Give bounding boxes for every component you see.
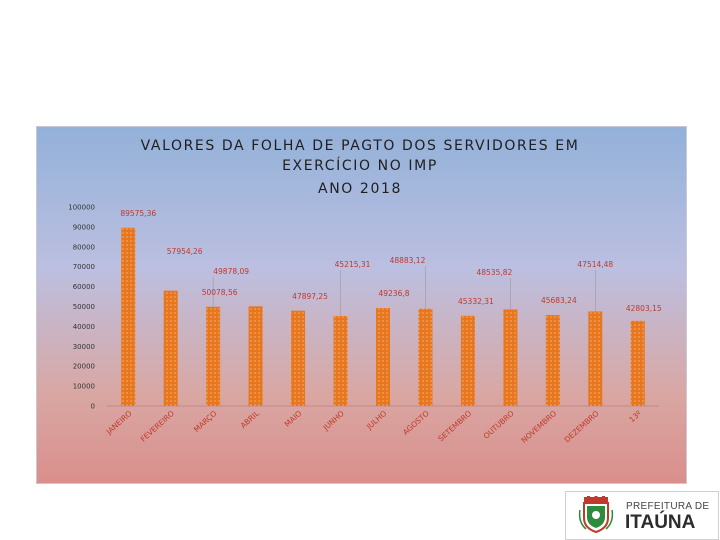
category-label: JULHO xyxy=(364,409,388,432)
chart-title: VALORES DA FOLHA DE PAGTO DOS SERVIDORES… xyxy=(141,138,580,197)
logo-text-prefeitura: PREFEITURA DE xyxy=(626,501,710,512)
logo-text-itauna: ITAÚNA xyxy=(625,512,696,533)
bar-series xyxy=(121,227,645,406)
category-label: ABRIL xyxy=(239,408,262,430)
bar xyxy=(545,315,560,406)
bar xyxy=(163,290,178,406)
chart-title-line-1: VALORES DA FOLHA DE PAGTO DOS SERVIDORES… xyxy=(141,138,580,154)
bar xyxy=(503,309,518,406)
y-tick-label: 40000 xyxy=(73,323,95,331)
bar xyxy=(418,308,433,406)
bar xyxy=(291,310,306,406)
category-label: MAIO xyxy=(283,409,304,429)
bar xyxy=(121,227,136,406)
data-label: 50078,56 xyxy=(202,288,238,297)
y-tick-label: 80000 xyxy=(73,243,95,251)
prefeitura-logo: PREFEITURA DE ITAÚNA xyxy=(565,491,719,540)
label-leader-lines xyxy=(212,266,596,317)
y-tick-label: 10000 xyxy=(73,383,95,391)
category-label: MARÇO xyxy=(192,409,219,434)
bar xyxy=(630,320,645,406)
y-tick-label: 50000 xyxy=(73,303,95,311)
category-label: AGOSTO xyxy=(401,409,431,437)
data-label: 49236,8 xyxy=(378,289,409,298)
y-axis: 0 10000 20000 30000 40000 50000 60000 70000 8000… xyxy=(68,204,659,411)
category-label: SETEMBRO xyxy=(436,409,473,444)
data-label: 42803,15 xyxy=(626,304,662,313)
y-tick-label: 0 xyxy=(91,403,95,411)
city-crest-icon xyxy=(578,496,614,534)
data-label: 45683,24 xyxy=(541,296,577,305)
data-label: 49878,09 xyxy=(213,267,249,276)
category-label: OUTUBRO xyxy=(482,409,516,441)
y-tick-label: 70000 xyxy=(73,263,95,271)
category-label: DEZEMBRO xyxy=(563,409,601,445)
data-label: 47514,48 xyxy=(577,260,613,269)
data-labels: 89575,36 57954,26 49878,09 50078,56 47897,25… xyxy=(120,209,662,313)
bar xyxy=(206,306,221,406)
data-label: 48535,82 xyxy=(476,268,512,277)
category-label: FEVEREIRO xyxy=(139,409,176,444)
y-tick-label: 30000 xyxy=(73,343,95,351)
category-label: JUNHO xyxy=(321,409,346,433)
bar xyxy=(588,311,603,406)
y-tick-label: 20000 xyxy=(73,363,95,371)
chart-panel: VALORES DA FOLHA DE PAGTO DOS SERVIDORES… xyxy=(36,126,687,484)
y-tick-label: 100000 xyxy=(68,204,95,212)
category-label: NOVEMBRO xyxy=(519,409,558,445)
category-label: JANEIRO xyxy=(104,409,134,437)
bar-chart: VALORES DA FOLHA DE PAGTO DOS SERVIDORES… xyxy=(68,138,662,445)
category-label: 13º xyxy=(627,408,643,424)
data-label: 48883,12 xyxy=(390,256,426,265)
y-tick-label: 90000 xyxy=(73,223,95,231)
bar xyxy=(333,316,348,406)
chart-title-line-3: ANO 2018 xyxy=(318,181,402,197)
chart-title-line-2: EXERCÍCIO NO IMP xyxy=(282,157,438,174)
bar xyxy=(460,315,475,406)
data-label: 45332,31 xyxy=(458,297,494,306)
bar xyxy=(376,308,390,406)
data-label: 57954,26 xyxy=(167,247,203,256)
x-axis: JANEIRO FEVEREIRO MARÇO ABRIL MAIO JUNHO JULHO… xyxy=(104,408,644,445)
y-tick-label: 60000 xyxy=(73,283,95,291)
bar xyxy=(248,306,263,406)
data-label: 45215,31 xyxy=(335,260,371,269)
data-label: 89575,36 xyxy=(120,209,156,218)
data-label: 47897,25 xyxy=(292,292,328,301)
